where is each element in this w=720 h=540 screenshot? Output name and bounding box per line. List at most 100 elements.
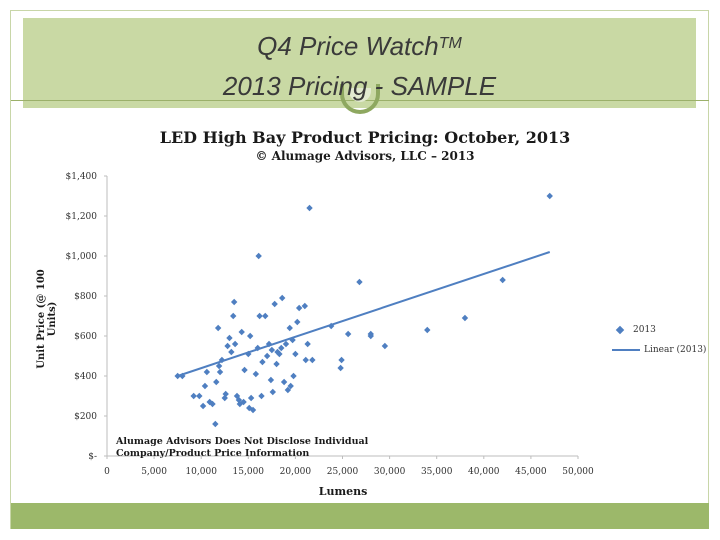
disclaimer-annotation: Alumage Advisors Does Not Disclose Indiv… <box>116 436 386 460</box>
y-tick-label: $200 <box>74 412 97 422</box>
diamond-marker-icon <box>615 325 625 335</box>
y-tick-label: $1,200 <box>66 212 98 222</box>
slide-title-line2: 2013 Pricing - SAMPLE <box>222 71 497 101</box>
x-tick-label: 50,000 <box>562 467 594 477</box>
data-point <box>424 326 431 334</box>
y-tick-label: $400 <box>74 372 97 382</box>
data-point <box>271 300 278 308</box>
data-point <box>246 332 254 340</box>
data-point <box>301 302 309 310</box>
y-tick-label: $1,400 <box>66 172 98 182</box>
data-point <box>273 360 280 368</box>
data-point <box>278 344 285 352</box>
data-point <box>203 368 211 376</box>
legend-item-linear: Linear (2013) <box>612 340 712 360</box>
data-point <box>228 348 235 356</box>
disclaimer-line1: Alumage Advisors Does Not Disclose Indiv… <box>116 436 369 447</box>
x-tick-label: 20,000 <box>280 467 312 477</box>
decorative-ring-icon <box>340 84 380 114</box>
data-point <box>241 366 248 374</box>
legend-item-2013: 2013 <box>612 320 712 340</box>
data-point <box>338 356 345 364</box>
data-point <box>201 382 209 390</box>
data-point <box>286 324 293 332</box>
data-point <box>221 394 228 402</box>
data-point <box>214 324 222 332</box>
data-point <box>216 368 224 376</box>
data-point <box>269 388 276 396</box>
chart-legend: 2013 Linear (2013) <box>612 320 712 360</box>
x-tick-label: 30,000 <box>374 467 406 477</box>
data-point <box>309 356 316 364</box>
data-point <box>230 312 237 320</box>
data-point <box>282 340 290 348</box>
data-point <box>262 312 269 320</box>
data-point <box>276 350 283 358</box>
data-point <box>381 342 389 350</box>
trendline-swatch-icon <box>612 349 640 351</box>
data-point <box>258 392 265 400</box>
disclaimer-line2: Company/Product Price Information <box>116 448 310 459</box>
x-tick-label: 40,000 <box>468 467 500 477</box>
data-point <box>287 382 294 390</box>
y-axis-label: Unit Price (@ 100 Units) <box>36 269 58 369</box>
decorative-ring-inner <box>349 88 371 102</box>
data-point <box>249 406 257 414</box>
data-point <box>252 370 260 378</box>
x-tick-label: 10,000 <box>185 467 217 477</box>
x-tick-label: 45,000 <box>515 467 547 477</box>
data-point <box>280 378 288 386</box>
x-axis-label: Lumens <box>318 485 368 498</box>
data-point <box>255 252 262 260</box>
data-point <box>356 278 363 286</box>
x-tick-label: 0 <box>104 467 110 477</box>
data-point <box>367 332 374 340</box>
x-tick-label: 25,000 <box>327 467 359 477</box>
data-point <box>240 398 247 406</box>
data-point <box>304 340 311 348</box>
slide-title-line1: Q4 Price WatchTM <box>257 31 462 61</box>
data-point <box>222 390 229 398</box>
data-point <box>292 350 299 358</box>
trademark-mark: TM <box>438 35 462 52</box>
data-point <box>295 304 303 312</box>
footer-band <box>11 503 709 529</box>
data-point <box>279 294 286 302</box>
data-point <box>256 312 263 320</box>
data-point <box>263 352 271 360</box>
legend-label-linear: Linear (2013) <box>644 345 707 355</box>
data-point <box>294 318 301 326</box>
data-point <box>190 392 197 400</box>
data-point <box>267 376 275 384</box>
data-point <box>231 340 239 348</box>
legend-label-2013: 2013 <box>633 325 656 335</box>
data-point <box>290 372 297 380</box>
data-point <box>344 330 352 338</box>
data-point <box>226 334 233 342</box>
data-point <box>546 192 553 200</box>
x-tick-label: 15,000 <box>233 467 265 477</box>
x-tick-label: 5,000 <box>141 467 167 477</box>
data-point <box>337 364 344 372</box>
x-tick-label: 35,000 <box>421 467 453 477</box>
data-point <box>224 342 231 350</box>
trendline <box>177 251 551 377</box>
y-tick-label: $- <box>88 452 97 462</box>
chart-subtitle: © Alumage Advisors, LLC – 2013 <box>255 149 475 163</box>
data-point <box>212 420 219 428</box>
data-point <box>209 400 216 408</box>
data-point <box>461 314 469 322</box>
y-tick-label: $600 <box>74 332 97 342</box>
data-point <box>215 362 223 370</box>
data-point <box>302 356 309 364</box>
data-point <box>499 276 506 284</box>
data-point <box>233 392 241 400</box>
data-point <box>246 404 253 412</box>
data-point <box>284 386 292 394</box>
y-tick-label: $800 <box>74 292 97 302</box>
data-point <box>247 394 255 402</box>
data-point <box>196 392 203 400</box>
data-point <box>199 402 207 410</box>
data-point <box>268 346 276 354</box>
